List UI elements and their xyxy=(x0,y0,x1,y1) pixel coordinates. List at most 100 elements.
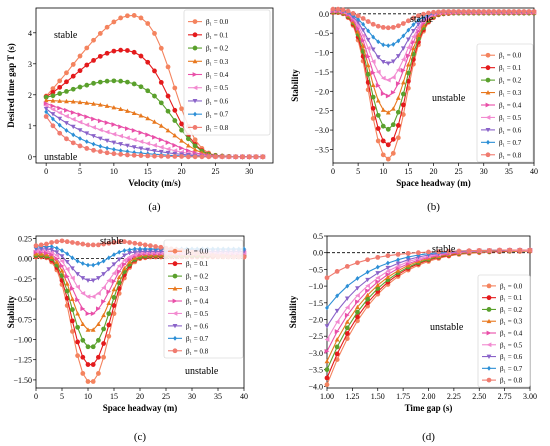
data-point xyxy=(158,144,164,150)
data-point xyxy=(153,244,159,249)
data-point xyxy=(106,255,111,261)
legend-label: β₁ = 0.0 xyxy=(500,282,523,290)
data-point xyxy=(84,100,90,105)
x-tick-label: 40 xyxy=(240,392,248,401)
panel-label: (a) xyxy=(148,201,161,213)
legend-marker xyxy=(192,124,198,130)
data-point xyxy=(54,259,60,264)
data-point xyxy=(80,371,86,376)
data-point xyxy=(91,80,96,86)
data-point xyxy=(143,246,148,252)
data-point xyxy=(90,362,96,367)
data-point xyxy=(122,265,127,271)
data-point xyxy=(117,249,122,255)
legend-marker xyxy=(486,318,492,324)
data-point xyxy=(340,7,346,13)
data-point xyxy=(118,151,124,157)
data-point xyxy=(152,148,157,154)
legend-label: β₁ = 0.2 xyxy=(206,45,229,53)
data-point xyxy=(70,255,75,261)
legend-marker xyxy=(172,323,178,329)
data-point xyxy=(355,299,360,305)
data-point xyxy=(411,15,416,21)
data-point xyxy=(213,154,218,160)
x-tick-label: 1.50 xyxy=(371,392,385,401)
y-tick-label: 0.0 xyxy=(313,249,323,258)
legend-marker xyxy=(173,335,177,341)
data-point xyxy=(334,337,340,342)
data-point xyxy=(385,156,391,162)
data-point xyxy=(90,278,96,283)
data-point xyxy=(77,143,83,149)
series-8 xyxy=(330,6,537,31)
y-tick-label: −1.25 xyxy=(13,356,32,365)
data-point xyxy=(395,261,401,266)
data-point xyxy=(446,248,452,254)
data-point xyxy=(405,70,411,76)
data-point xyxy=(421,11,426,17)
y-tick-label: 3 xyxy=(28,60,32,69)
data-point xyxy=(104,150,110,156)
data-point xyxy=(158,153,164,159)
data-point xyxy=(411,22,416,28)
data-point xyxy=(385,268,391,274)
data-point xyxy=(395,54,401,59)
y-tick-label: −0.50 xyxy=(13,295,32,304)
x-tick-label: 30 xyxy=(245,167,253,176)
data-point xyxy=(491,9,497,14)
data-point xyxy=(344,296,350,301)
data-point xyxy=(38,242,44,248)
data-point xyxy=(375,271,381,276)
data-point xyxy=(131,152,137,158)
legend-marker xyxy=(192,85,198,91)
panel-label: (d) xyxy=(422,431,435,443)
data-point xyxy=(324,375,330,381)
x-tick-label: 15 xyxy=(404,167,412,176)
data-point xyxy=(85,242,91,248)
data-point xyxy=(365,296,370,302)
data-point xyxy=(172,154,178,159)
data-point xyxy=(179,106,184,112)
data-point xyxy=(43,101,49,106)
data-point xyxy=(80,337,86,343)
data-point xyxy=(131,128,137,133)
data-point xyxy=(54,250,60,255)
data-point xyxy=(446,9,451,14)
legend-label: β₁ = 0.1 xyxy=(206,31,229,39)
data-point xyxy=(185,148,191,153)
legend-marker xyxy=(485,127,491,133)
data-point xyxy=(49,254,54,259)
data-point xyxy=(90,311,96,317)
data-point xyxy=(334,269,340,274)
data-point xyxy=(487,247,492,253)
data-point xyxy=(324,367,330,373)
data-point xyxy=(395,23,401,29)
data-point xyxy=(385,265,391,271)
legend-label: β₁ = 0.7 xyxy=(500,365,523,373)
data-point xyxy=(360,43,366,48)
data-point xyxy=(111,140,117,145)
data-point xyxy=(122,253,127,258)
data-point xyxy=(90,379,96,384)
data-point xyxy=(64,113,69,119)
data-point xyxy=(49,244,54,249)
data-point xyxy=(70,240,75,245)
legend-label: β₁ = 0.6 xyxy=(499,126,522,134)
data-point xyxy=(395,81,401,86)
data-point xyxy=(57,84,63,90)
data-point xyxy=(334,329,340,334)
data-point xyxy=(111,48,117,54)
data-point xyxy=(70,307,75,312)
data-point xyxy=(97,127,103,133)
data-point xyxy=(521,9,527,14)
panel-b: 0 5 10 15 20 25 30 35 40 0.0 −0.5 −1.0 −1.5 −2.0 −2.5 −… xyxy=(290,6,538,213)
data-point xyxy=(365,277,370,283)
data-point xyxy=(70,110,76,115)
data-point xyxy=(421,17,426,22)
data-point xyxy=(80,321,86,327)
data-point xyxy=(344,319,350,324)
data-point xyxy=(486,9,492,14)
data-point xyxy=(139,150,143,156)
data-point xyxy=(375,279,381,285)
data-point xyxy=(116,269,122,274)
